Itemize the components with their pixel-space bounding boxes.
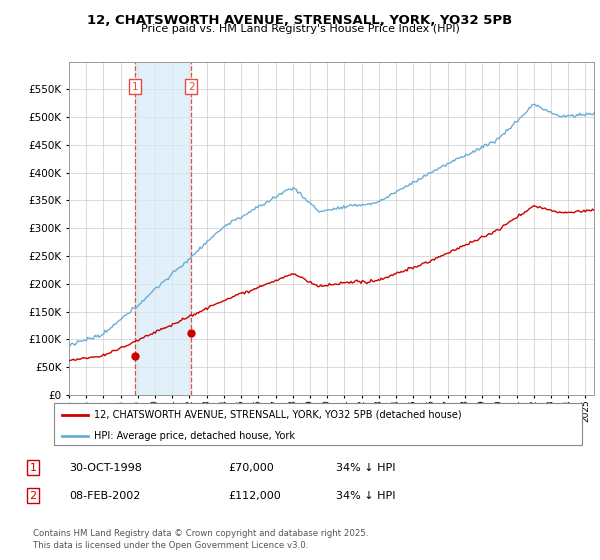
Text: 1: 1 [29, 463, 37, 473]
Text: 2: 2 [29, 491, 37, 501]
Text: 34% ↓ HPI: 34% ↓ HPI [336, 463, 395, 473]
Text: 1: 1 [131, 82, 138, 92]
Text: 08-FEB-2002: 08-FEB-2002 [69, 491, 140, 501]
Text: 12, CHATSWORTH AVENUE, STRENSALL, YORK, YO32 5PB: 12, CHATSWORTH AVENUE, STRENSALL, YORK, … [88, 14, 512, 27]
Text: Price paid vs. HM Land Registry's House Price Index (HPI): Price paid vs. HM Land Registry's House … [140, 24, 460, 34]
Text: Contains HM Land Registry data © Crown copyright and database right 2025.
This d: Contains HM Land Registry data © Crown c… [33, 529, 368, 550]
Text: £70,000: £70,000 [228, 463, 274, 473]
Text: £112,000: £112,000 [228, 491, 281, 501]
Text: 30-OCT-1998: 30-OCT-1998 [69, 463, 142, 473]
Text: 2: 2 [188, 82, 194, 92]
Text: 12, CHATSWORTH AVENUE, STRENSALL, YORK, YO32 5PB (detached house): 12, CHATSWORTH AVENUE, STRENSALL, YORK, … [94, 410, 461, 420]
Text: HPI: Average price, detached house, York: HPI: Average price, detached house, York [94, 431, 295, 441]
Bar [135, 62, 191, 395]
Text: 34% ↓ HPI: 34% ↓ HPI [336, 491, 395, 501]
